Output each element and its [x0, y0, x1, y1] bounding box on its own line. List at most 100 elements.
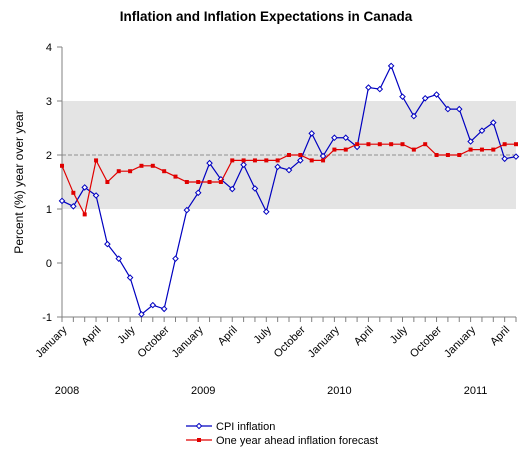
- data-point: [116, 169, 121, 174]
- data-point: [149, 301, 157, 309]
- data-point: [479, 147, 484, 152]
- data-point: [502, 142, 507, 147]
- data-point: [172, 255, 179, 262]
- data-point: [262, 208, 270, 216]
- data-point: [94, 158, 99, 163]
- data-point: [389, 142, 394, 147]
- data-point: [58, 197, 66, 205]
- data-point: [206, 159, 213, 167]
- series-inflation-forecast: [60, 142, 518, 217]
- legend-item: CPI inflation: [186, 421, 275, 433]
- data-point: [467, 138, 474, 145]
- data-point: [365, 84, 372, 91]
- data-point: [251, 185, 259, 192]
- data-point: [445, 153, 450, 157]
- data-point: [104, 240, 111, 248]
- data-point: [434, 153, 439, 157]
- data-point: [274, 163, 281, 171]
- data-point: [92, 192, 100, 199]
- data-point: [478, 127, 486, 135]
- data-point: [489, 119, 497, 126]
- data-point: [138, 310, 145, 318]
- legend-item: One year ahead inflation forecast: [186, 435, 378, 447]
- year-label: 2010: [327, 385, 351, 397]
- chart-title: Inflation and Inflation Expectations in …: [120, 9, 413, 24]
- data-point: [241, 158, 246, 163]
- y-tick-label: 4: [46, 42, 52, 54]
- year-label: 2008: [55, 385, 79, 397]
- data-point: [387, 62, 395, 70]
- series-cpi-inflation: [58, 62, 520, 318]
- x-tick-label: April: [216, 324, 240, 348]
- data-point: [309, 158, 314, 163]
- x-tick-label: April: [488, 324, 512, 348]
- data-point: [128, 169, 133, 174]
- data-point: [207, 180, 212, 184]
- x-tick-label: January: [306, 324, 343, 361]
- data-point: [218, 180, 223, 184]
- data-point: [240, 161, 247, 169]
- data-point: [230, 158, 235, 163]
- data-point: [423, 142, 428, 147]
- legend-label: One year ahead inflation forecast: [216, 435, 378, 447]
- data-point: [70, 202, 77, 210]
- y-tick-label: 0: [46, 258, 52, 270]
- data-point: [275, 158, 280, 163]
- year-label: 2011: [464, 385, 488, 397]
- legend-marker-icon: [197, 438, 201, 442]
- x-tick-label: January: [170, 324, 207, 361]
- data-point: [400, 142, 405, 147]
- data-point: [342, 134, 350, 142]
- data-point: [162, 169, 167, 174]
- data-point: [512, 153, 520, 160]
- data-point: [321, 158, 326, 163]
- data-point: [411, 147, 416, 152]
- data-point: [366, 142, 371, 147]
- data-point: [421, 94, 429, 102]
- data-point: [399, 93, 406, 100]
- legend-label: CPI inflation: [216, 421, 275, 433]
- data-point: [264, 158, 269, 163]
- data-point: [285, 166, 293, 174]
- data-point: [60, 163, 64, 168]
- data-point: [491, 147, 496, 152]
- data-point: [377, 142, 382, 147]
- data-point: [343, 147, 348, 152]
- x-tick-label: October: [136, 324, 172, 360]
- x-tick-label: January: [33, 324, 70, 361]
- data-point: [126, 274, 134, 281]
- data-point: [410, 112, 418, 120]
- data-point: [196, 180, 201, 184]
- data-point: [457, 153, 462, 157]
- data-point: [298, 153, 303, 157]
- data-point: [160, 305, 168, 313]
- data-point: [468, 147, 473, 152]
- series-layer: [58, 62, 520, 318]
- data-point: [455, 105, 463, 113]
- data-point: [228, 185, 236, 193]
- y-tick-label: 1: [46, 204, 52, 216]
- data-point: [331, 134, 338, 142]
- x-tick-label: October: [408, 324, 444, 360]
- y-tick-label: 3: [46, 96, 52, 108]
- y-axis-label: Percent (%) year over year: [12, 110, 26, 253]
- y-tick-label: -1: [42, 312, 52, 324]
- x-tick-label: January: [442, 324, 479, 361]
- data-point: [332, 147, 337, 152]
- data-point: [194, 189, 202, 197]
- x-tick-label: October: [272, 324, 308, 360]
- data-point: [115, 255, 123, 262]
- data-point: [183, 206, 191, 214]
- x-tick-label: July: [388, 324, 411, 347]
- y-axis: -1 0 1 2 3 4: [42, 42, 63, 324]
- data-point: [297, 157, 304, 164]
- data-point: [71, 190, 76, 195]
- x-tick-label: July: [115, 324, 138, 347]
- data-point: [287, 153, 291, 157]
- legend: CPI inflation One year ahead inflation fo…: [186, 421, 378, 447]
- data-point: [105, 180, 110, 184]
- data-point: [150, 163, 155, 168]
- data-point: [433, 91, 440, 98]
